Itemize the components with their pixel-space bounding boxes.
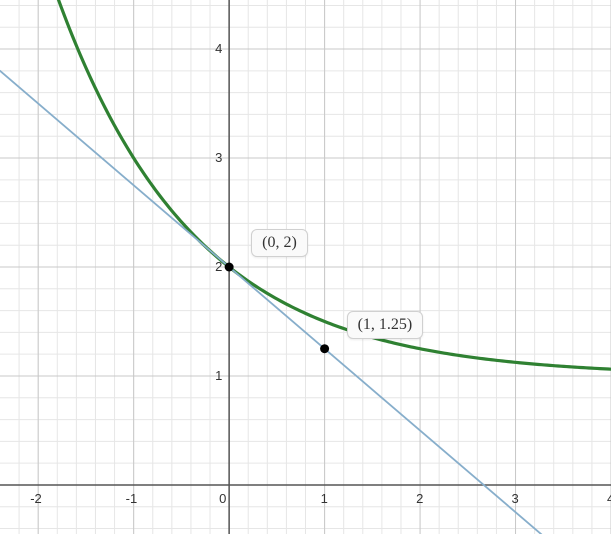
- x-tick-label: 3: [512, 491, 519, 506]
- x-tick-label: -1: [126, 491, 138, 506]
- x-tick-label: 1: [321, 491, 328, 506]
- coordinate-plot: (0, 2) (1, 1.25) -2 -1 0 1 2 3 4 1 2 3 4: [0, 0, 611, 534]
- point-label-p2: (1, 1.25): [347, 311, 424, 339]
- point-p1: [225, 263, 234, 272]
- plot-svg: [0, 0, 611, 534]
- point-label-p1: (0, 2): [251, 229, 308, 257]
- y-tick-label: 2: [215, 259, 222, 274]
- y-tick-label: 3: [215, 150, 222, 165]
- point-p2: [320, 344, 329, 353]
- y-tick-label: 4: [215, 41, 222, 56]
- x-tick-label: 0: [219, 491, 226, 506]
- x-tick-label: -2: [30, 491, 42, 506]
- y-tick-label: 1: [215, 368, 222, 383]
- x-tick-label: 2: [416, 491, 423, 506]
- x-tick-label: 4: [607, 491, 611, 506]
